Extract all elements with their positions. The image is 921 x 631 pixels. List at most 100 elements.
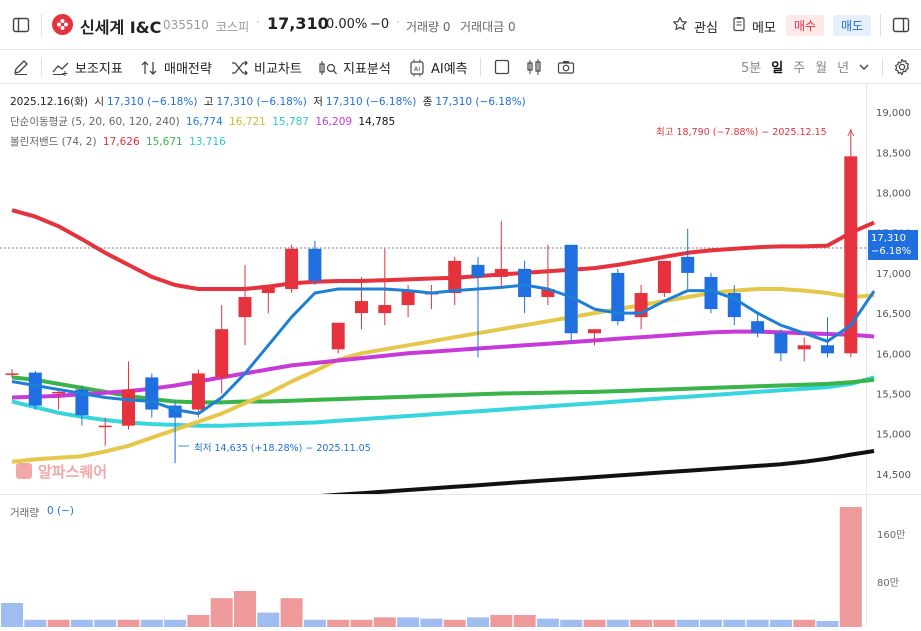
low-annotation: 최저 14,635 (+18.28%) − 2025.11.05 <box>194 443 371 454</box>
ai-chip-icon: AI <box>410 59 424 76</box>
volume-bar <box>700 619 722 627</box>
legend-date: 2025.12.16(화) <box>10 96 88 108</box>
timeframe-week[interactable]: 주 <box>793 61 806 76</box>
volume-bar <box>676 619 699 627</box>
ma20-value: 16,721 <box>229 116 266 128</box>
volume-bar <box>467 617 489 627</box>
volume-bar <box>187 615 210 627</box>
gear-icon[interactable] <box>893 58 911 76</box>
volume-tick-80: 80만 <box>877 578 899 589</box>
volume-bar <box>583 619 606 627</box>
y-tick-label: 16,000 <box>876 349 911 360</box>
volume-bar <box>606 619 629 627</box>
candle-body <box>541 289 555 298</box>
candle-body <box>52 391 66 394</box>
memo-icon[interactable] <box>731 16 747 32</box>
candle-body <box>751 321 765 334</box>
timeframe-5min[interactable]: 5분 <box>741 61 762 76</box>
volume-bar <box>24 619 47 627</box>
svg-text:AI: AI <box>414 65 420 73</box>
candle-body <box>122 389 135 426</box>
amount-summary: 거래대금 0 <box>460 20 516 34</box>
camera-icon[interactable] <box>557 59 575 75</box>
candle-body <box>28 372 42 406</box>
volume-chart-svg <box>1 507 862 627</box>
indicator-icon <box>52 62 69 76</box>
price-tag: 17,310 −6.18% <box>868 230 918 260</box>
candle-body <box>355 301 368 314</box>
indicator-label: 보조지표 <box>75 62 123 77</box>
candle-type-icon[interactable] <box>526 58 542 76</box>
volume-bar <box>70 619 93 627</box>
pencil-icon[interactable] <box>12 58 30 76</box>
stock-name[interactable]: 신세계 I&C <box>80 18 162 37</box>
strategy-icon <box>141 60 157 75</box>
legend-low-label: 저 <box>313 96 323 108</box>
y-axis-divider <box>866 84 867 626</box>
panel-toggle-icon[interactable] <box>892 16 910 34</box>
divider <box>41 58 42 76</box>
buy-button[interactable]: 매수 <box>786 15 825 36</box>
indicator-menu[interactable]: 보조지표 <box>52 58 123 77</box>
candle-body <box>75 389 89 416</box>
ma20-line <box>11 208 875 291</box>
compare-menu[interactable]: 비교차트 <box>231 58 302 77</box>
volume-chart[interactable]: 거래량 0 (−) 160만 80만 <box>0 494 921 627</box>
market-label: 코스피 <box>216 20 250 34</box>
divider <box>41 14 42 36</box>
volume-bar <box>373 617 396 627</box>
ma5-value: 16,774 <box>186 116 223 128</box>
watermark: 알파스퀘어 <box>38 463 108 481</box>
ai-menu[interactable]: AI AI예측 <box>408 58 468 77</box>
watch-button[interactable]: 관심 <box>694 21 718 36</box>
candle-search-icon <box>319 60 337 75</box>
volume-bar <box>839 507 862 627</box>
y-tick-label: 19,000 <box>876 108 911 119</box>
price-chart-svg: 19,00018,50018,00017,50017,00016,50016,0… <box>0 108 911 502</box>
divider <box>480 58 481 76</box>
ma60-value: 15,787 <box>272 116 309 128</box>
volume-bar <box>164 619 187 627</box>
volume-bar <box>327 619 350 627</box>
volume-bar <box>234 591 256 627</box>
strategy-label: 매매전략 <box>164 62 212 77</box>
price-chart[interactable]: 19,00018,50018,00017,50017,00016,50016,0… <box>0 84 921 502</box>
analysis-menu[interactable]: 지표분석 <box>318 58 391 77</box>
sidebar-toggle-icon[interactable] <box>12 16 30 34</box>
legend-low: 17,310 (−6.18%) <box>325 96 417 108</box>
memo-button[interactable]: 메모 <box>752 21 776 36</box>
sell-button[interactable]: 매도 <box>833 15 872 36</box>
volume-bar <box>1 603 23 627</box>
watermark-logo-icon <box>16 463 32 479</box>
ma-legend-label: 단순이동평균 (5, 20, 60, 120, 240) <box>10 116 180 128</box>
volume-bar <box>746 619 769 627</box>
volume-summary: 거래량 0 <box>406 20 451 34</box>
timeframe-month[interactable]: 월 <box>815 61 828 76</box>
y-tick-label: 17,000 <box>876 269 911 280</box>
volume-bar <box>47 619 70 627</box>
candle-body <box>564 244 578 334</box>
candle-body <box>191 373 205 410</box>
candle-body <box>331 322 345 350</box>
volume-bar <box>117 619 140 627</box>
volume-bar <box>653 619 676 627</box>
ma5-line <box>11 283 876 416</box>
volume-bar <box>210 598 233 627</box>
strategy-menu[interactable]: 매매전략 <box>141 58 212 77</box>
candle-body <box>98 425 112 428</box>
volume-bar <box>303 619 326 627</box>
ma240-value: 14,785 <box>358 116 396 128</box>
divider <box>882 58 883 76</box>
volume-bar <box>560 619 583 627</box>
candle-body <box>215 329 229 378</box>
star-icon[interactable] <box>672 16 688 32</box>
candle-body <box>494 268 508 277</box>
timeframe-day[interactable]: 일 <box>771 61 784 76</box>
bb-legend: 볼린저밴드 (74, 2) 17,626 15,671 13,716 <box>10 134 229 149</box>
chevron-down-icon[interactable] <box>858 61 870 73</box>
legend-close: 17,310 (−6.18%) <box>435 96 526 108</box>
dot-sep: · <box>256 15 260 29</box>
compare-label: 비교차트 <box>254 62 302 77</box>
timeframe-year[interactable]: 년 <box>837 61 850 76</box>
layout-square-icon[interactable] <box>494 59 510 75</box>
